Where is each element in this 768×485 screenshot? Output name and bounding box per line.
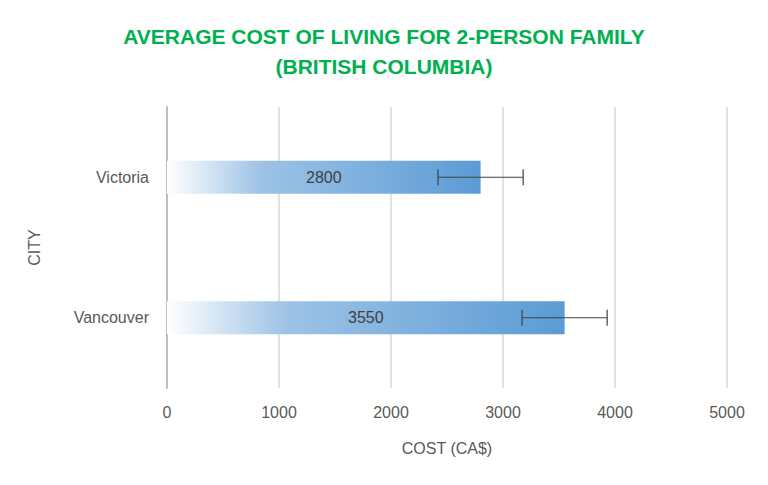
svg-text:CITY: CITY: [26, 229, 43, 266]
svg-text:(BRITISH COLUMBIA): (BRITISH COLUMBIA): [276, 55, 493, 78]
svg-text:1000: 1000: [261, 404, 297, 421]
svg-text:4000: 4000: [597, 404, 633, 421]
svg-text:5000: 5000: [709, 404, 745, 421]
svg-text:2000: 2000: [373, 404, 409, 421]
svg-text:3000: 3000: [485, 404, 521, 421]
svg-text:2800: 2800: [306, 169, 342, 186]
svg-text:AVERAGE COST OF LIVING FOR 2-P: AVERAGE COST OF LIVING FOR 2-PERSON FAMI…: [123, 25, 645, 48]
svg-text:Vancouver: Vancouver: [74, 309, 150, 326]
svg-text:COST (CA$): COST (CA$): [402, 440, 492, 457]
svg-text:3550: 3550: [348, 309, 384, 326]
svg-text:Victoria: Victoria: [96, 169, 149, 186]
svg-text:0: 0: [163, 404, 172, 421]
